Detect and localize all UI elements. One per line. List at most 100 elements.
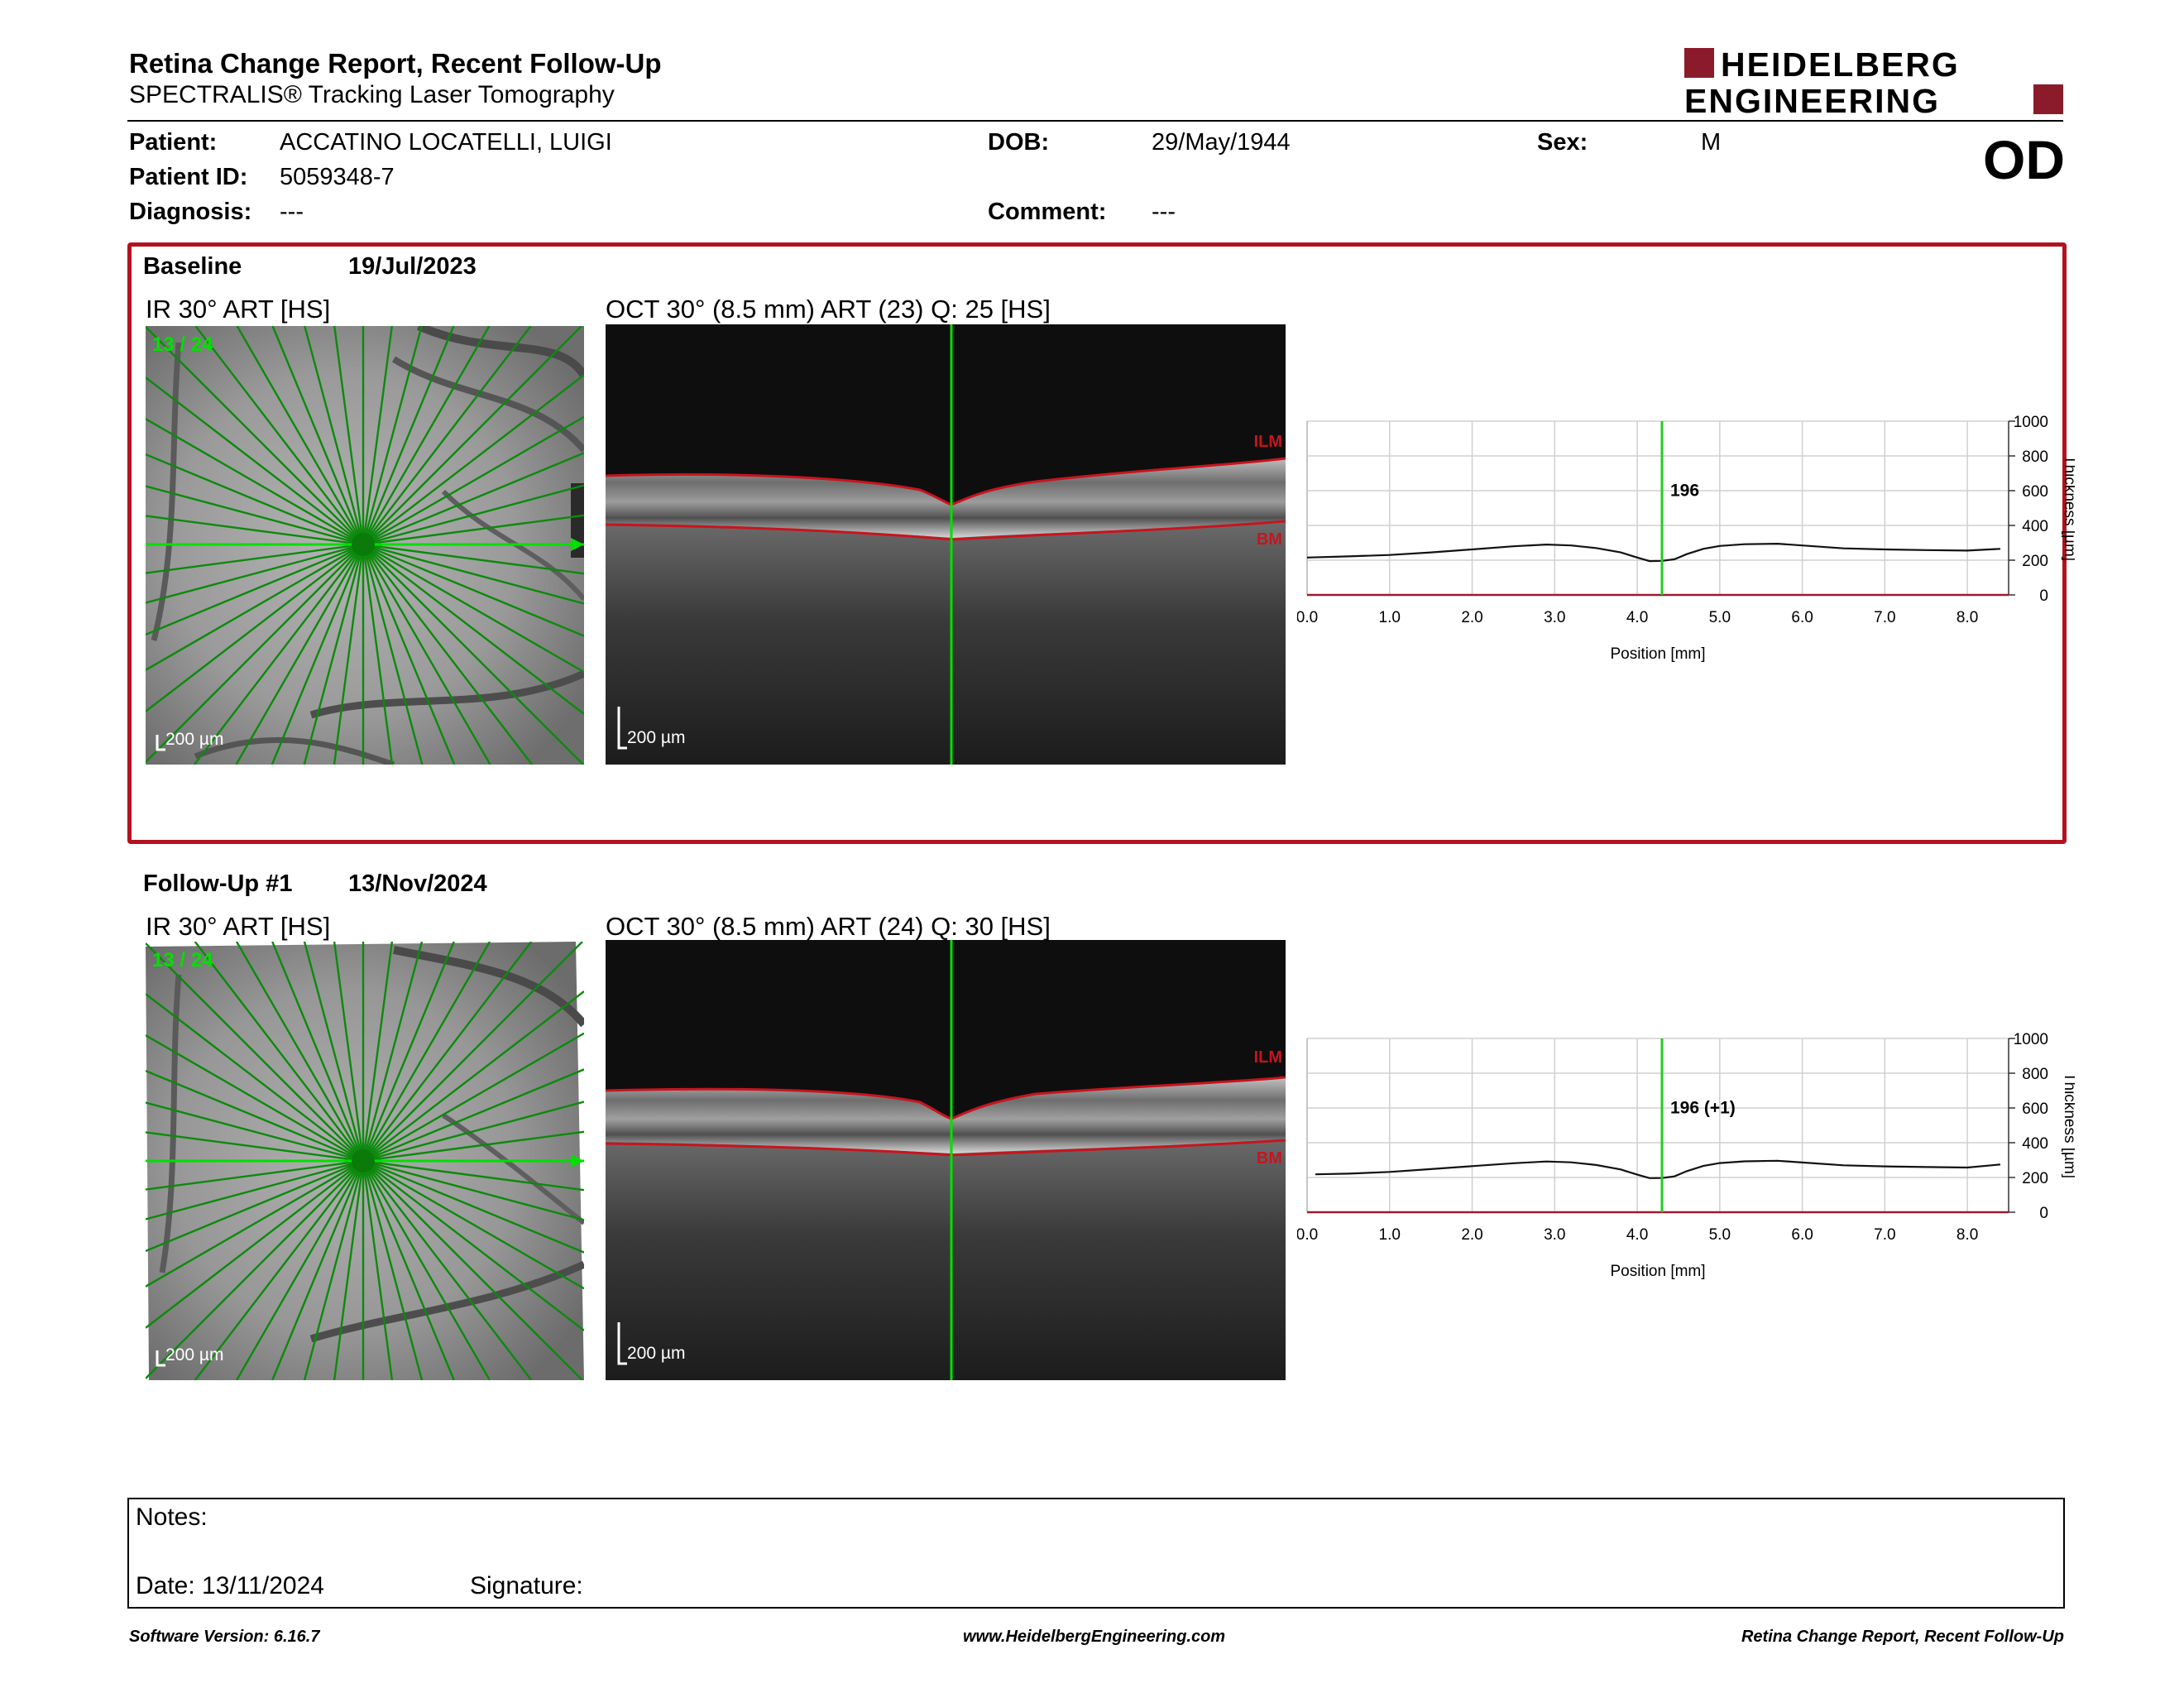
footer-software-version: Software Version: 6.16.7 bbox=[129, 1628, 320, 1646]
baseline-ir-fundus-image: 13 / 24 200 µm bbox=[146, 326, 584, 765]
y-tick-label: 1000 bbox=[2014, 414, 2048, 431]
blood-vessel bbox=[416, 326, 584, 378]
retina-layers bbox=[606, 1077, 1286, 1153]
thickness-profile-line bbox=[1306, 542, 2001, 563]
blood-vessel bbox=[442, 1113, 584, 1225]
oct-scale-label: 200 µm bbox=[627, 728, 685, 747]
logo-square-top bbox=[1684, 48, 1714, 78]
scan-direction-arrow bbox=[571, 1154, 584, 1168]
baseline-date: 19/Jul/2023 bbox=[348, 253, 477, 280]
blood-vessel bbox=[159, 974, 182, 1273]
fovea-center-marker bbox=[352, 533, 375, 556]
scale-bar bbox=[156, 735, 165, 751]
x-tick-label: 1.0 bbox=[1379, 1226, 1401, 1244]
y-axis-label: Thickness [µm] bbox=[2061, 1072, 2075, 1178]
scale-bar bbox=[156, 1350, 165, 1367]
x-tick-label: 8.0 bbox=[1956, 1226, 1978, 1244]
cursor-thickness-label: 196 (+1) bbox=[1670, 1098, 1736, 1117]
y-tick-label: 200 bbox=[2022, 553, 2048, 570]
notes-label: Notes: bbox=[136, 1503, 208, 1531]
heidelberg-logo: HEIDELBERG ENGINEERING bbox=[1684, 46, 2063, 117]
scale-bar bbox=[617, 1322, 627, 1365]
logo-line2: ENGINEERING bbox=[1684, 82, 1940, 117]
oct-scale-label: 200 µm bbox=[627, 1344, 685, 1363]
x-tick-label: 0.0 bbox=[1297, 1226, 1318, 1244]
x-axis-label: Position [mm] bbox=[1610, 1263, 1705, 1280]
patient-name: ACCATINO LOCATELLI, LUIGI bbox=[280, 129, 612, 156]
retina-layers bbox=[606, 458, 1286, 538]
followup-oct-bscan-image: ILM BM 200 µm bbox=[606, 940, 1286, 1380]
blood-vessel bbox=[391, 356, 584, 453]
scan-direction-arrow bbox=[571, 538, 584, 551]
x-tick-label: 8.0 bbox=[1956, 609, 1978, 626]
x-tick-label: 3.0 bbox=[1544, 609, 1565, 626]
y-tick-label: 600 bbox=[2022, 483, 2048, 501]
x-tick-label: 6.0 bbox=[1791, 1226, 1813, 1244]
scale-bar bbox=[617, 707, 627, 750]
bm-boundary bbox=[606, 1139, 1286, 1157]
bm-label: BM bbox=[1257, 1149, 1282, 1168]
eye-indicator: OD bbox=[1983, 129, 2065, 190]
footer-report-name: Retina Change Report, Recent Follow-Up bbox=[1741, 1628, 2064, 1646]
x-tick-label: 4.0 bbox=[1626, 609, 1648, 626]
x-tick-label: 3.0 bbox=[1544, 1226, 1565, 1244]
diagnosis-value: --- bbox=[280, 199, 304, 225]
x-tick-label: 2.0 bbox=[1461, 1226, 1482, 1244]
y-tick-label: 0 bbox=[2039, 1205, 2048, 1222]
optic-disc-edge bbox=[571, 483, 584, 558]
baseline-oct-label: OCT 30° (8.5 mm) ART (23) Q: 25 [HS] bbox=[606, 295, 1051, 324]
followup-ir-fundus-image: 13 / 24 200 µm bbox=[146, 942, 584, 1380]
patient-id-label: Patient ID: bbox=[129, 164, 248, 190]
y-tick-label: 400 bbox=[2022, 1135, 2048, 1153]
x-axis-label: Position [mm] bbox=[1610, 645, 1705, 663]
patient-label: Patient: bbox=[129, 129, 218, 156]
followup-label: Follow-Up #1 bbox=[143, 870, 293, 897]
comment-value: --- bbox=[1152, 199, 1176, 225]
blood-vessel bbox=[194, 736, 395, 765]
signature-label: Signature: bbox=[470, 1572, 583, 1599]
x-tick-label: 2.0 bbox=[1461, 609, 1482, 626]
x-tick-label: 5.0 bbox=[1709, 609, 1731, 626]
thickness-profile-line bbox=[1315, 1159, 2001, 1179]
sex-value: M bbox=[1701, 129, 1722, 156]
scan-counter: 13 / 24 bbox=[152, 949, 213, 971]
report-title: Retina Change Report, Recent Follow-Up bbox=[129, 48, 662, 79]
y-axis-label: Thickness [µm] bbox=[2061, 455, 2075, 561]
bm-boundary bbox=[606, 520, 1286, 541]
logo-line1: HEIDELBERG bbox=[1721, 46, 1960, 84]
blood-vessel bbox=[309, 1260, 584, 1343]
followup-thickness-chart: 0 200 400 600 800 1000 0.0 1.0 2.0 3.0 4.0 5.0 6.0 7.… bbox=[1297, 1031, 2075, 1280]
x-tick-label: 5.0 bbox=[1709, 1226, 1731, 1244]
choroid-layer bbox=[606, 1139, 1286, 1380]
y-tick-label: 800 bbox=[2022, 448, 2048, 466]
logo-square-bottom bbox=[2033, 84, 2063, 114]
baseline-ir-label: IR 30° ART [HS] bbox=[146, 295, 331, 324]
x-tick-label: 0.0 bbox=[1297, 609, 1318, 626]
y-tick-label: 200 bbox=[2022, 1170, 2048, 1187]
followup-oct-label: OCT 30° (8.5 mm) ART (24) Q: 30 [HS] bbox=[606, 912, 1051, 941]
blood-vessel bbox=[393, 946, 584, 1028]
followup-date: 13/Nov/2024 bbox=[348, 870, 487, 897]
baseline-thickness-chart: 0 200 400 600 800 1000 0.0 1.0 2.0 3.0 4.0 5.0 6.0 7.… bbox=[1297, 414, 2075, 663]
footer-website[interactable]: www.HeidelbergEngineering.com bbox=[963, 1628, 1226, 1646]
dob-label: DOB: bbox=[988, 129, 1050, 156]
y-tick-label: 400 bbox=[2022, 518, 2048, 535]
x-tick-label: 6.0 bbox=[1791, 609, 1813, 626]
baseline-label: Baseline bbox=[143, 253, 242, 280]
x-tick-label: 1.0 bbox=[1379, 609, 1401, 626]
followup-ir-label: IR 30° ART [HS] bbox=[146, 912, 331, 941]
ilm-label: ILM bbox=[1254, 433, 1282, 451]
cursor-thickness-label: 196 bbox=[1670, 481, 1699, 500]
x-tick-label: 7.0 bbox=[1874, 1226, 1895, 1244]
header-divider bbox=[127, 120, 2063, 122]
y-tick-label: 600 bbox=[2022, 1101, 2048, 1118]
notes-box bbox=[127, 1498, 2065, 1609]
scan-counter: 13 / 24 bbox=[152, 333, 213, 356]
comment-label: Comment: bbox=[988, 199, 1107, 225]
bm-label: BM bbox=[1257, 530, 1282, 549]
choroid-layer bbox=[606, 523, 1286, 765]
x-tick-label: 7.0 bbox=[1874, 609, 1895, 626]
dob-value: 29/May/1944 bbox=[1152, 129, 1291, 156]
patient-id-value: 5059348-7 bbox=[280, 164, 395, 190]
notes-date: Date: 13/11/2024 bbox=[136, 1572, 324, 1599]
